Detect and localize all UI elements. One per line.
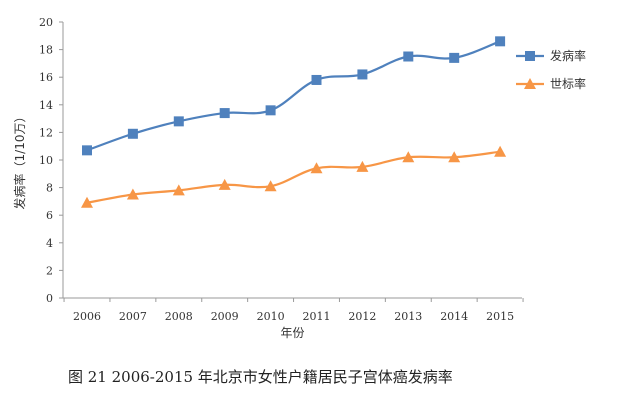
data-point xyxy=(82,145,92,156)
data-point xyxy=(357,69,368,80)
legend-marker xyxy=(525,51,535,61)
data-point xyxy=(403,51,414,62)
data-point xyxy=(402,151,415,163)
y-tick-label: 6 xyxy=(46,209,53,222)
data-point xyxy=(495,36,506,47)
y-tick-label: 8 xyxy=(46,182,53,195)
x-axis-title: 年份 xyxy=(280,326,304,340)
x-tick-label: 2015 xyxy=(486,310,514,323)
y-axis-title: 发病率（1/10万） xyxy=(12,111,27,210)
data-point xyxy=(494,145,507,157)
series-line xyxy=(86,40,501,152)
y-tick-label: 12 xyxy=(39,126,53,139)
series-1 xyxy=(82,36,506,156)
x-tick-label: 2010 xyxy=(257,310,285,323)
y-tick-label: 14 xyxy=(39,99,53,112)
data-point xyxy=(264,180,277,192)
y-tick-label: 20 xyxy=(39,16,53,29)
x-tick-label: 2008 xyxy=(165,310,193,323)
y-tick-label: 4 xyxy=(46,237,53,250)
data-point xyxy=(173,116,184,127)
y-tick-label: 10 xyxy=(39,154,53,167)
data-point xyxy=(218,178,231,190)
legend-marker xyxy=(524,78,536,89)
x-tick-label: 2011 xyxy=(303,310,331,323)
y-tick-label: 0 xyxy=(46,292,53,305)
series-line xyxy=(86,150,501,204)
x-tick-label: 2013 xyxy=(394,310,422,323)
y-tick-label: 16 xyxy=(39,71,53,84)
data-point xyxy=(219,108,230,119)
x-tick-label: 2014 xyxy=(440,310,468,323)
x-tick-label: 2012 xyxy=(348,310,376,323)
data-point xyxy=(310,162,323,174)
figure-caption: 图 21 2006-2015 年北京市女性户籍居民子宫体癌发病率 xyxy=(68,368,453,386)
data-point xyxy=(448,151,461,163)
y-tick-label: 2 xyxy=(46,264,53,277)
data-point xyxy=(311,74,322,85)
x-tick-label: 2009 xyxy=(211,310,239,323)
data-point xyxy=(127,128,138,139)
legend-label: 发病率 xyxy=(550,48,586,63)
legend-item: 发病率 xyxy=(516,48,586,63)
legend-label: 世标率 xyxy=(550,76,586,91)
x-tick-label: 2007 xyxy=(119,310,147,323)
data-point xyxy=(265,105,276,116)
data-point xyxy=(356,160,369,172)
y-axis: 0 2 4 6 8 10 12 14 16 18 20 xyxy=(39,16,64,305)
x-axis: 2006 2007 2008 2009 2010 2011 2012 2013 2014 2015 xyxy=(63,297,524,323)
data-point xyxy=(126,188,139,200)
y-tick-label: 18 xyxy=(39,44,53,57)
series-layer xyxy=(81,36,507,208)
data-point xyxy=(81,196,93,208)
series-2 xyxy=(81,145,507,208)
data-point xyxy=(172,184,185,196)
data-point xyxy=(449,52,460,63)
x-tick-label: 2006 xyxy=(73,310,101,323)
legend-item: 世标率 xyxy=(516,76,586,91)
